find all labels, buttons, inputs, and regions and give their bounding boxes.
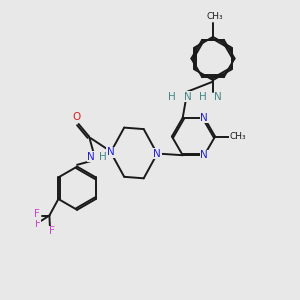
Text: N: N xyxy=(107,147,115,157)
Text: N: N xyxy=(184,92,192,102)
Text: O: O xyxy=(72,112,80,122)
Text: F: F xyxy=(49,226,54,236)
Text: F: F xyxy=(35,219,41,229)
Text: F: F xyxy=(34,209,40,219)
Text: H: H xyxy=(199,92,206,102)
Text: H: H xyxy=(168,92,176,102)
Text: N: N xyxy=(200,113,208,123)
Text: H: H xyxy=(99,152,107,162)
Text: CH₃: CH₃ xyxy=(206,12,223,21)
Text: CH₃: CH₃ xyxy=(230,132,247,141)
Text: N: N xyxy=(200,150,208,160)
Text: N: N xyxy=(214,92,222,102)
Text: N: N xyxy=(87,152,95,162)
Text: N: N xyxy=(153,149,161,159)
